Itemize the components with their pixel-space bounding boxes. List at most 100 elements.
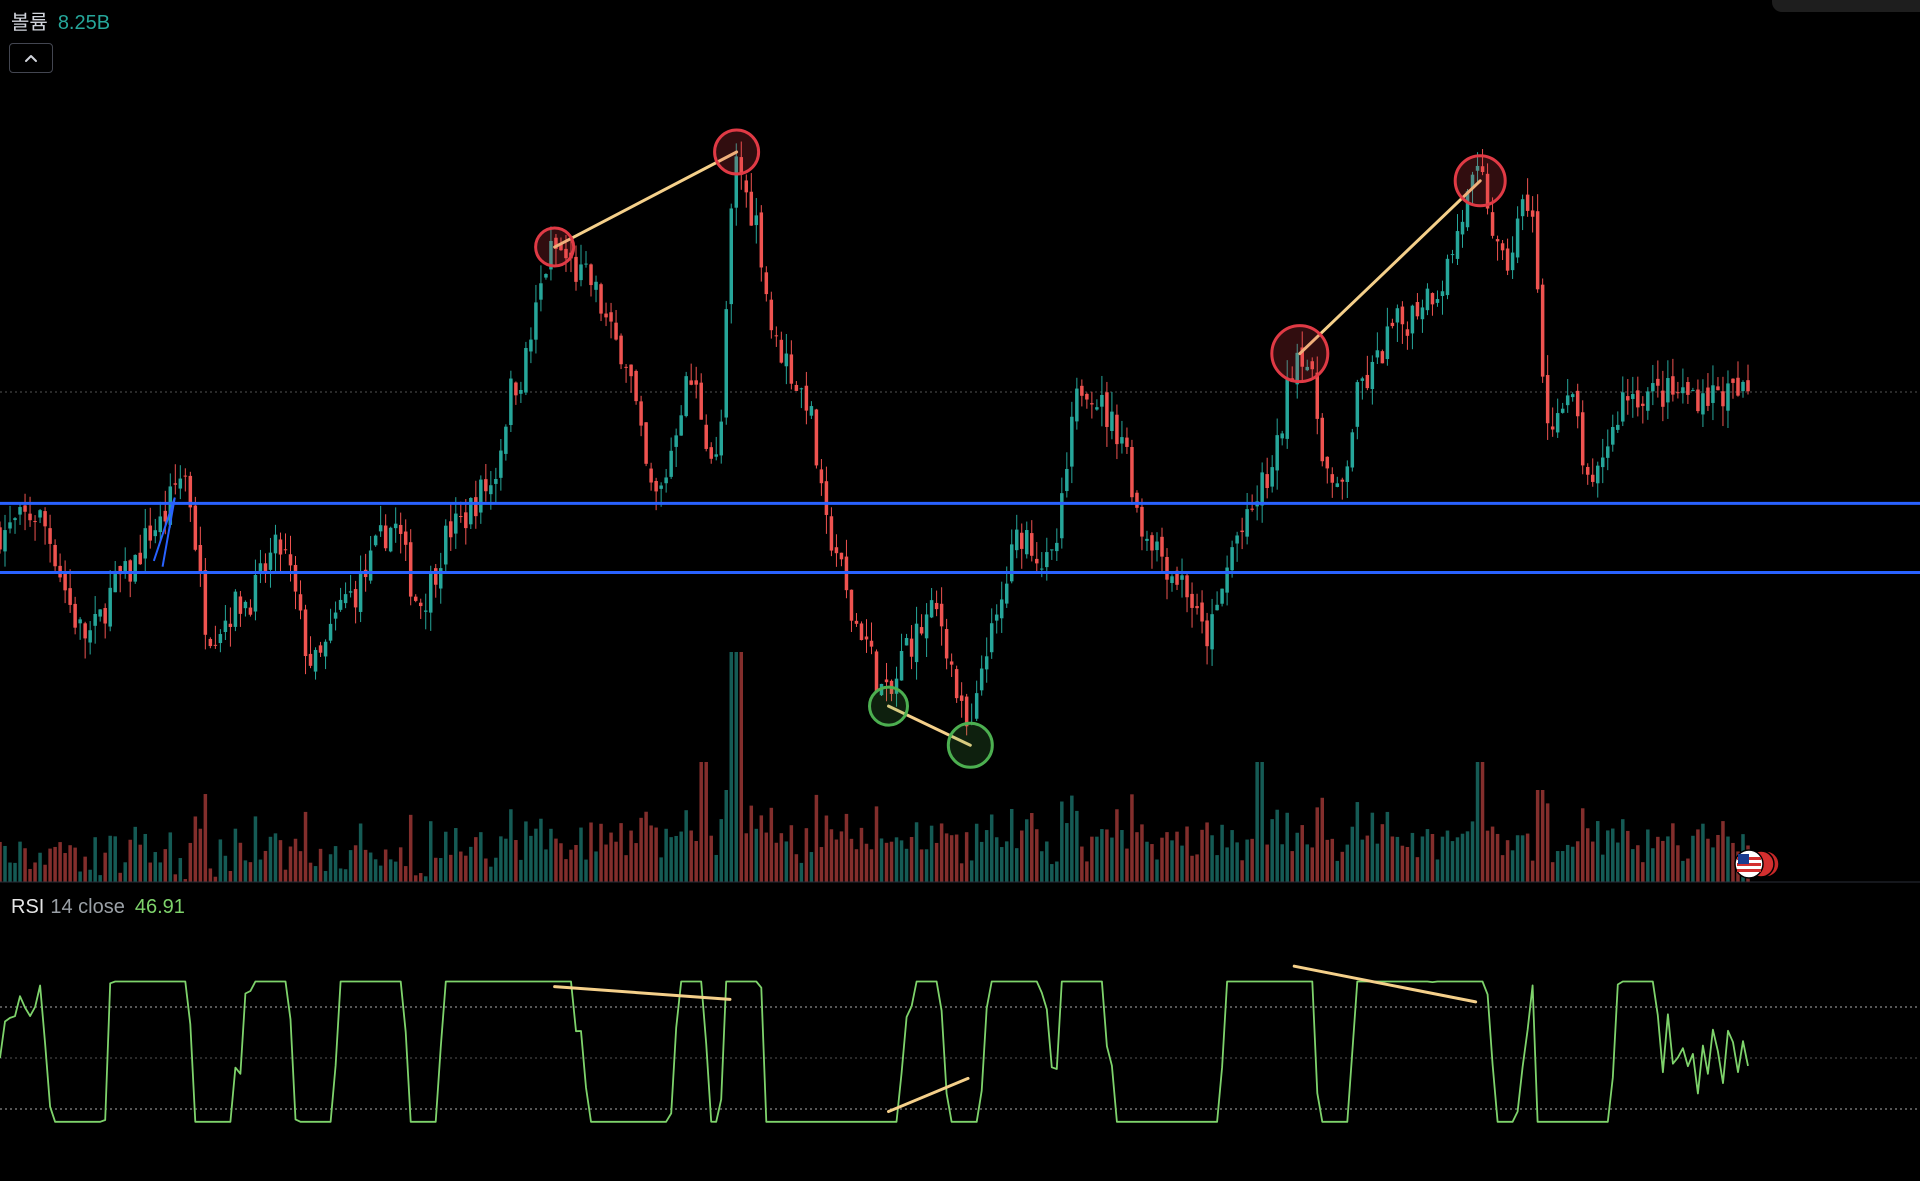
volume-bar — [964, 832, 969, 882]
candle — [919, 614, 924, 636]
volume-bar — [884, 842, 889, 882]
candle — [669, 437, 673, 479]
candle — [323, 639, 328, 670]
volume-bar — [1731, 842, 1735, 882]
volume-bar — [739, 652, 744, 882]
volume-bar — [1070, 795, 1074, 882]
candle — [143, 508, 147, 574]
candle — [1130, 439, 1134, 505]
candle — [338, 587, 343, 612]
volume-bar — [1570, 846, 1575, 882]
volume-bar — [1075, 810, 1079, 882]
candle — [1455, 214, 1460, 266]
volume-bar — [408, 814, 413, 882]
rsi-divergence-line[interactable] — [887, 1076, 970, 1114]
volume-bar — [449, 854, 453, 882]
volume-bar — [8, 862, 12, 882]
volume-bar — [1305, 844, 1309, 882]
volume-bar — [1385, 811, 1390, 882]
volume-bar — [1085, 861, 1089, 882]
divergence-marker-bullish[interactable] — [868, 685, 994, 769]
volume-bar — [1310, 847, 1315, 882]
volume-bar — [1220, 824, 1224, 882]
candle — [1075, 377, 1079, 430]
candle — [814, 408, 819, 469]
volume-bar — [1380, 824, 1385, 882]
volume-bar — [308, 862, 313, 882]
divergence-marker-bearish[interactable] — [1270, 154, 1507, 384]
candle — [859, 621, 864, 641]
volume-bar — [218, 839, 223, 882]
volume-bar — [854, 849, 859, 882]
us-flag-icon[interactable] — [1733, 848, 1781, 880]
volume-bar — [368, 852, 373, 882]
volume-bar — [1120, 830, 1124, 882]
volume-bar — [469, 846, 473, 882]
candle — [869, 622, 874, 655]
candle — [454, 497, 458, 549]
volume-bar — [454, 828, 458, 882]
volume-bar — [1080, 846, 1084, 882]
volume-bar — [223, 855, 228, 882]
volume-bar — [108, 835, 112, 882]
candle — [714, 436, 718, 461]
volume-bar — [1495, 833, 1500, 882]
candle — [479, 475, 483, 524]
volume-bar — [714, 854, 718, 882]
volume-bar — [834, 839, 839, 882]
candle — [884, 662, 889, 702]
candle — [529, 327, 533, 364]
volume-bar — [719, 819, 723, 882]
volume-bar — [348, 850, 353, 882]
volume-bar — [363, 849, 368, 882]
candle — [1060, 477, 1064, 549]
candle — [133, 554, 137, 584]
candle — [348, 574, 353, 598]
candle — [949, 653, 954, 677]
volume-bar — [1110, 837, 1114, 882]
volume-bar — [1666, 836, 1670, 882]
volume-bar — [1606, 830, 1610, 882]
volume-bar — [1651, 848, 1655, 882]
volume-bar — [238, 842, 243, 882]
rsi-divergence-line[interactable] — [1292, 964, 1478, 1004]
toolbar-tab[interactable] — [1772, 0, 1920, 12]
volume-bar — [824, 815, 829, 882]
candle — [964, 693, 969, 736]
candle — [1580, 400, 1585, 475]
candle — [43, 507, 47, 545]
volume-bar — [494, 857, 498, 882]
candle — [368, 536, 373, 584]
trend-drawing[interactable] — [152, 497, 176, 567]
volume-bar — [644, 811, 648, 882]
candle — [1741, 380, 1745, 398]
volume-bar — [248, 862, 253, 882]
candle — [759, 205, 764, 282]
candle — [449, 503, 453, 551]
volume-bar — [1525, 833, 1530, 882]
candle — [1590, 458, 1595, 487]
volume-bar — [1455, 837, 1460, 882]
candle — [173, 464, 178, 495]
candle — [459, 501, 463, 523]
volume-bar — [1280, 844, 1284, 882]
volume-bar — [1480, 762, 1485, 882]
candle — [754, 198, 759, 244]
candle — [1295, 343, 1299, 399]
divergence-marker-bearish[interactable] — [534, 128, 761, 268]
candle — [534, 284, 538, 354]
candle — [854, 613, 859, 627]
rsi-divergence-line[interactable] — [553, 985, 732, 1001]
volume-bar — [499, 836, 503, 882]
volume-bar — [904, 848, 909, 882]
volume-bar — [23, 848, 27, 882]
volume-bar — [1245, 839, 1249, 882]
candle — [333, 601, 338, 631]
volume-value: 8.25B — [57, 12, 111, 34]
volume-bar — [73, 847, 77, 882]
candle — [1215, 591, 1219, 611]
candle — [584, 251, 588, 268]
candle — [1490, 197, 1495, 239]
collapse-pane-button[interactable] — [9, 43, 53, 73]
